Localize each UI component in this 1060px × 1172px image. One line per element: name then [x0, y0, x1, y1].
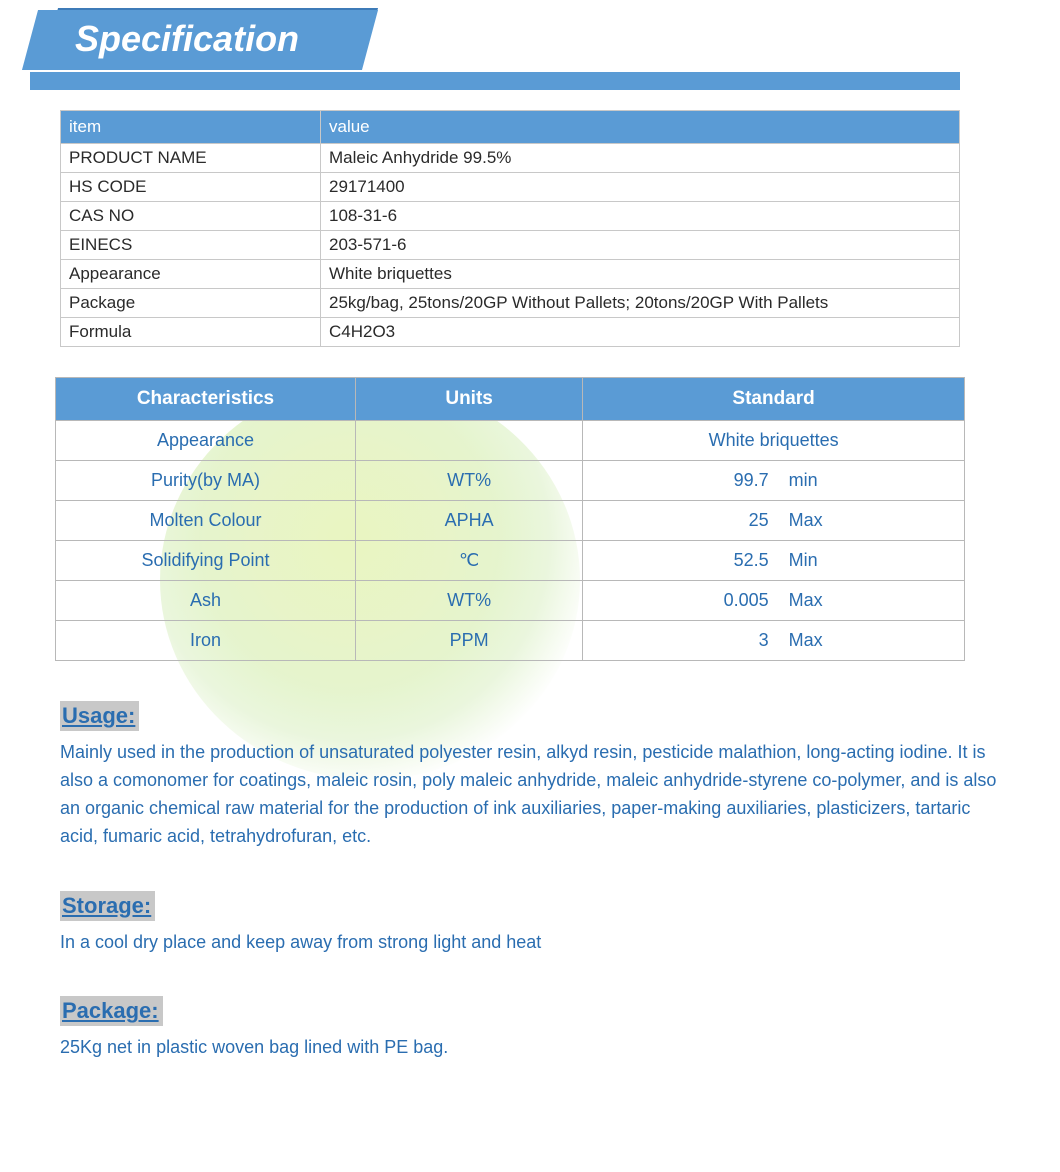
- table-row: CAS NO108-31-6: [61, 202, 960, 231]
- cell-units: APHA: [355, 501, 582, 541]
- cell-characteristic: Appearance: [56, 421, 356, 461]
- cell-characteristic: Purity(by MA): [56, 461, 356, 501]
- usage-body: Mainly used in the production of unsatur…: [60, 739, 1000, 851]
- cell-units: WT%: [355, 581, 582, 621]
- cell-value: C4H2O3: [321, 318, 960, 347]
- cell-units: WT%: [355, 461, 582, 501]
- table-row: Solidifying Point℃ 52.5 Min: [56, 541, 965, 581]
- standard-qualifier: Min: [789, 550, 829, 571]
- cell-item: EINECS: [61, 231, 321, 260]
- cell-value: 29171400: [321, 173, 960, 202]
- cell-standard: White briquettes: [583, 421, 965, 461]
- table-row: AshWT% 0.005 Max: [56, 581, 965, 621]
- standard-value: 52.5: [719, 550, 769, 571]
- standard-qualifier: Max: [789, 590, 829, 611]
- cell-item: Appearance: [61, 260, 321, 289]
- table-row: IronPPM 3 Max: [56, 621, 965, 661]
- table-row: EINECS203-571-6: [61, 231, 960, 260]
- storage-heading: Storage:: [60, 891, 155, 921]
- storage-body: In a cool dry place and keep away from s…: [60, 929, 1000, 957]
- table-header-row: item value: [61, 111, 960, 144]
- standard-value: 99.7: [719, 470, 769, 491]
- col-header-units: Units: [355, 378, 582, 421]
- table-row: AppearanceWhite briquettes: [61, 260, 960, 289]
- col-header-standard: Standard: [583, 378, 965, 421]
- characteristics-table: Characteristics Units Standard Appearanc…: [55, 377, 965, 661]
- cell-value: Maleic Anhydride 99.5%: [321, 144, 960, 173]
- cell-units: PPM: [355, 621, 582, 661]
- standard-value: 25: [719, 510, 769, 531]
- table-row: Purity(by MA)WT% 99.7 min: [56, 461, 965, 501]
- package-heading: Package:: [60, 996, 163, 1026]
- table-row: Package25kg/bag, 25tons/20GP Without Pal…: [61, 289, 960, 318]
- cell-value: 25kg/bag, 25tons/20GP Without Pallets; 2…: [321, 289, 960, 318]
- table-row: FormulaC4H2O3: [61, 318, 960, 347]
- cell-standard: 3 Max: [583, 621, 965, 661]
- standard-value: 0.005: [719, 590, 769, 611]
- standard-qualifier: Max: [789, 510, 829, 531]
- cell-units: ℃: [355, 541, 582, 581]
- cell-characteristic: Molten Colour: [56, 501, 356, 541]
- cell-standard: 52.5 Min: [583, 541, 965, 581]
- cell-item: Formula: [61, 318, 321, 347]
- page-title: Specification: [75, 18, 299, 60]
- cell-item: PRODUCT NAME: [61, 144, 321, 173]
- header-banner: Specification: [0, 0, 1060, 80]
- table-row: Molten ColourAPHA 25 Max: [56, 501, 965, 541]
- cell-item: Package: [61, 289, 321, 318]
- cell-item: CAS NO: [61, 202, 321, 231]
- table-row: PRODUCT NAMEMaleic Anhydride 99.5%: [61, 144, 960, 173]
- basic-info-table: item value PRODUCT NAMEMaleic Anhydride …: [60, 110, 960, 347]
- table-row: Appearance White briquettes: [56, 421, 965, 461]
- cell-item: HS CODE: [61, 173, 321, 202]
- cell-value: 108-31-6: [321, 202, 960, 231]
- package-body: 25Kg net in plastic woven bag lined with…: [60, 1034, 1000, 1062]
- cell-value: 203-571-6: [321, 231, 960, 260]
- standard-qualifier: min: [789, 470, 829, 491]
- cell-standard: 99.7 min: [583, 461, 965, 501]
- cell-characteristic: Iron: [56, 621, 356, 661]
- cell-standard: 25 Max: [583, 501, 965, 541]
- standard-value: 3: [719, 630, 769, 651]
- standard-qualifier: Max: [789, 630, 829, 651]
- table-header-row: Characteristics Units Standard: [56, 378, 965, 421]
- banner-underline-bar: [30, 72, 960, 90]
- cell-value: White briquettes: [321, 260, 960, 289]
- col-header-value: value: [321, 111, 960, 144]
- cell-characteristic: Solidifying Point: [56, 541, 356, 581]
- cell-characteristic: Ash: [56, 581, 356, 621]
- table-row: HS CODE29171400: [61, 173, 960, 202]
- col-header-characteristics: Characteristics: [56, 378, 356, 421]
- col-header-item: item: [61, 111, 321, 144]
- cell-standard: 0.005 Max: [583, 581, 965, 621]
- cell-units: [355, 421, 582, 461]
- usage-heading: Usage:: [60, 701, 139, 731]
